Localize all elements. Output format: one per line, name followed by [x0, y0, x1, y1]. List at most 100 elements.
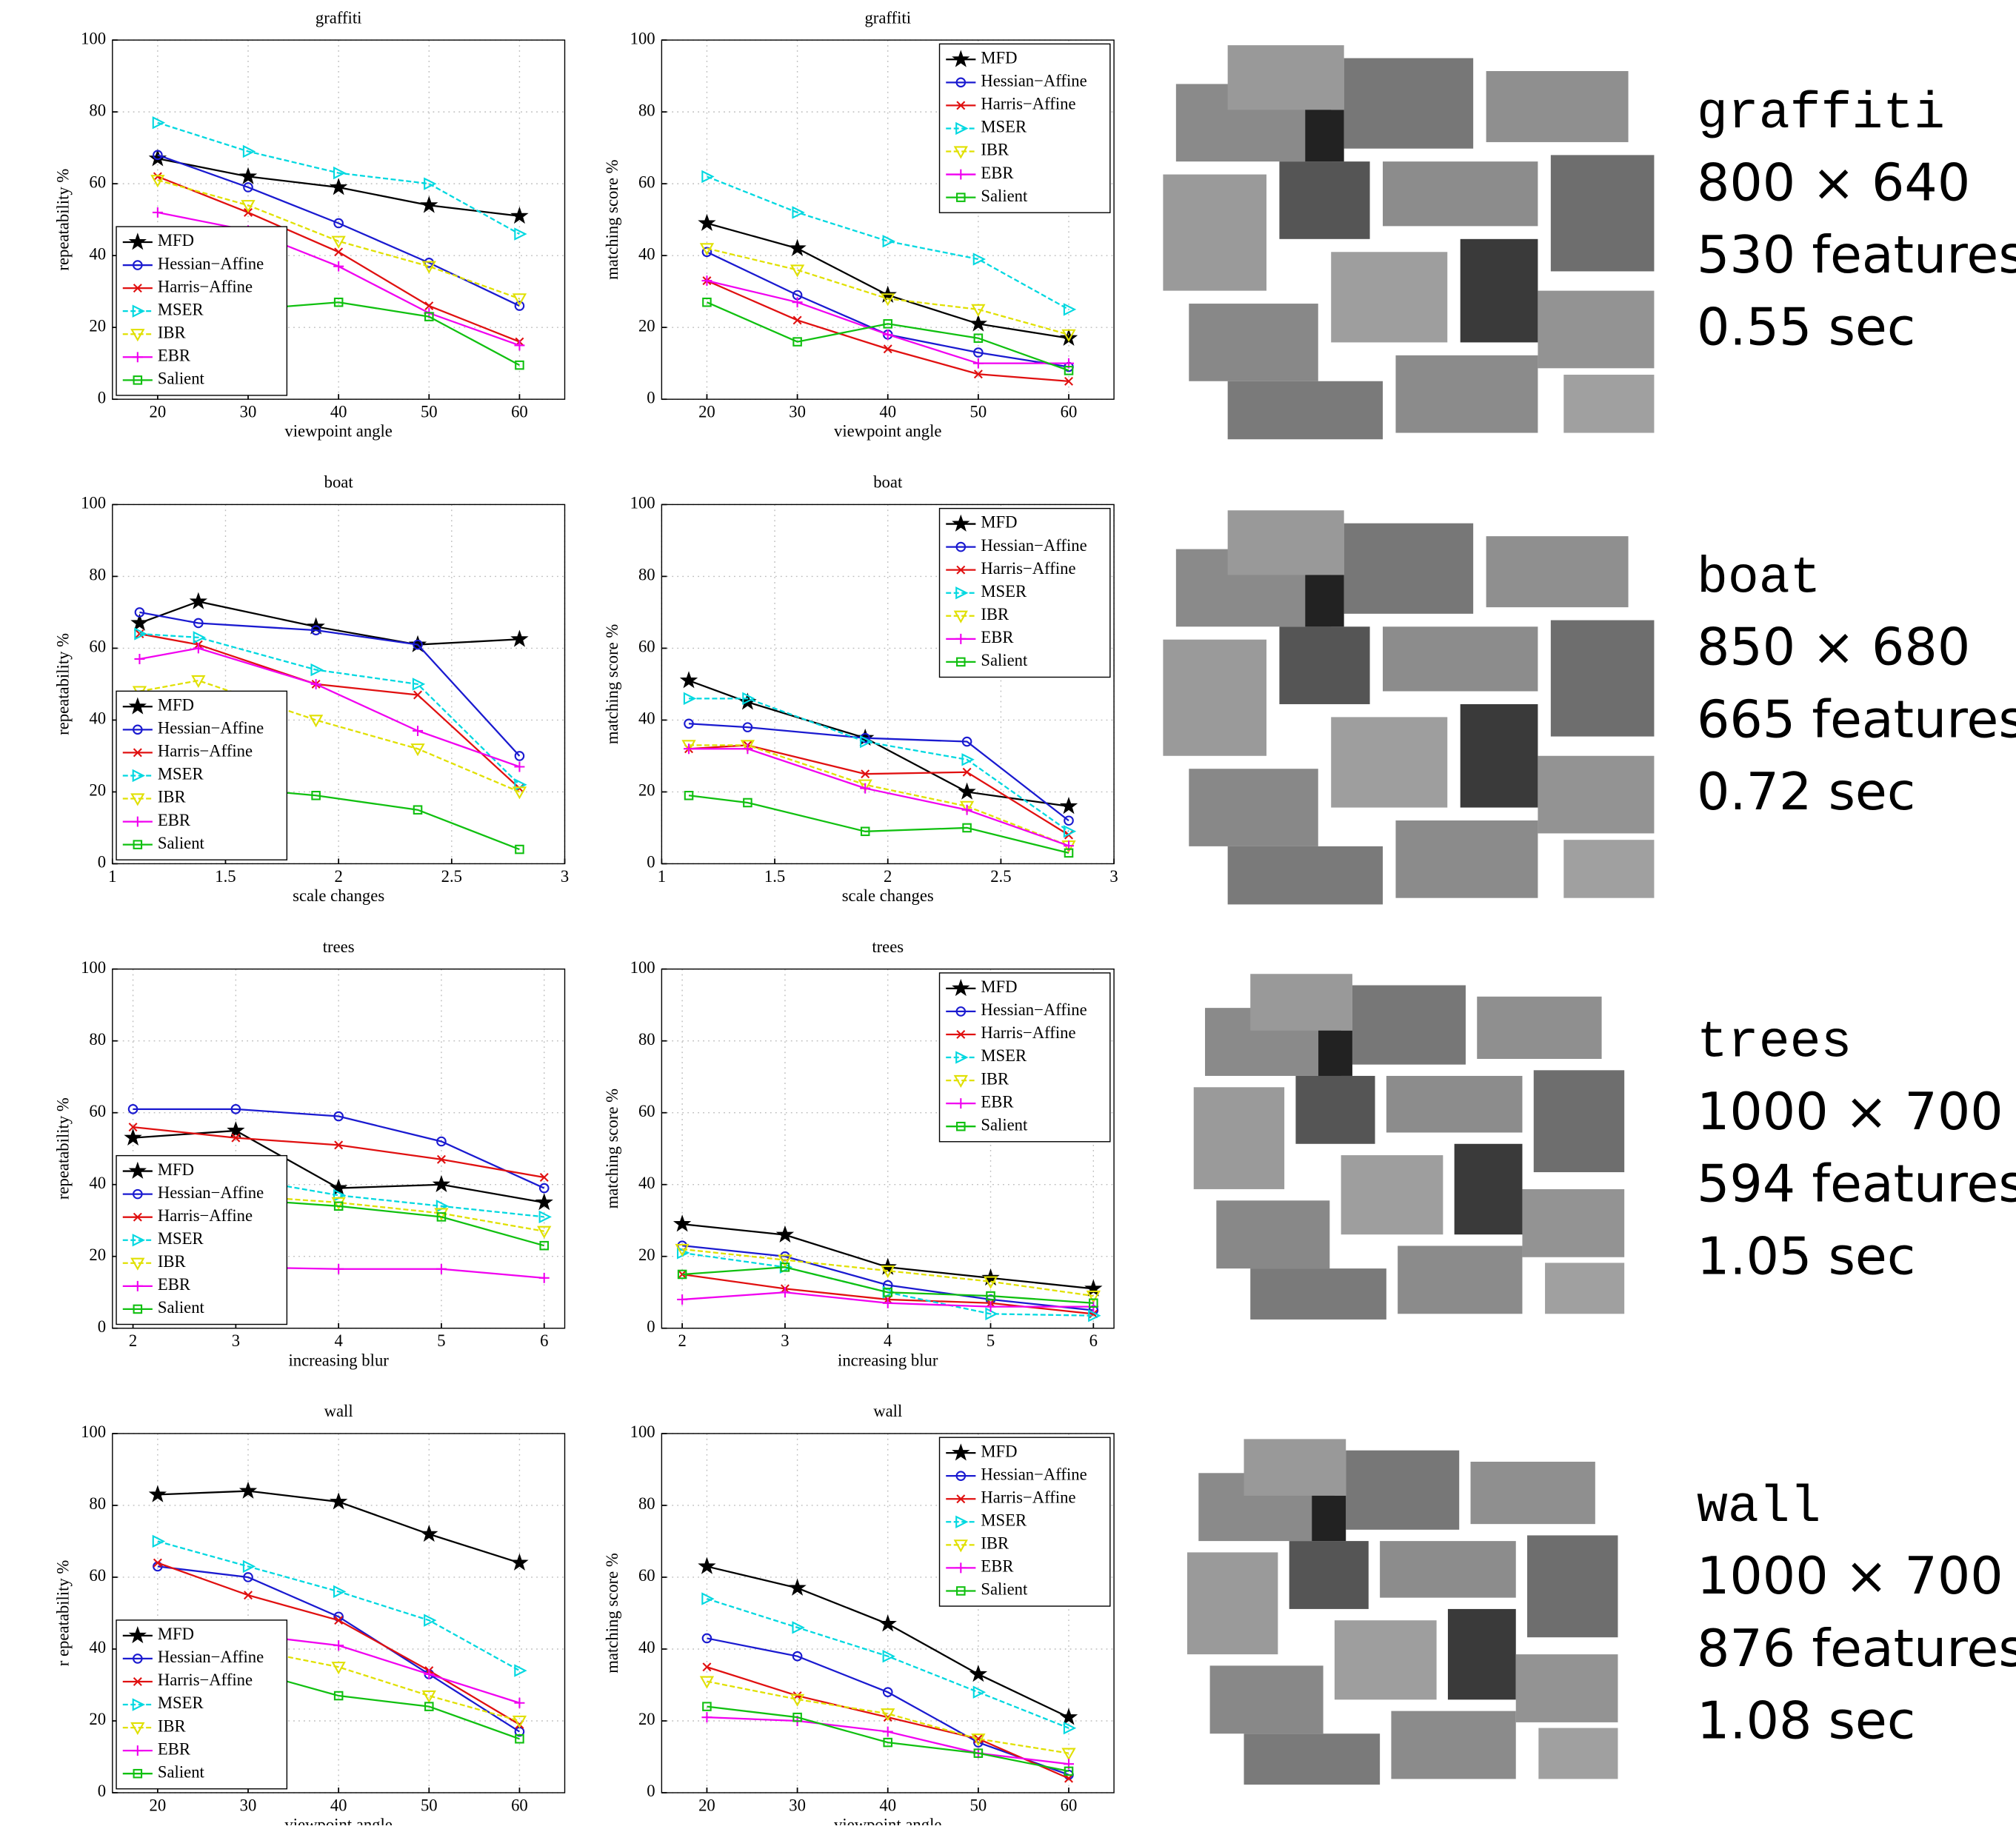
- x-tick-label: 20: [698, 1796, 715, 1814]
- data-point: [972, 1667, 985, 1679]
- data-point: [126, 1131, 139, 1143]
- y-tick-label: 100: [81, 958, 106, 977]
- x-tick-label: 2: [334, 867, 342, 886]
- y-tick-label: 60: [89, 638, 106, 656]
- data-point: [514, 340, 524, 350]
- legend-label: MSER: [158, 1693, 204, 1712]
- page: {"chart_data": [ {"type": "line", "title…: [0, 0, 2016, 1829]
- feature-image: [1163, 510, 1654, 904]
- chart-title: graffiti: [316, 8, 362, 27]
- x-tick-label: 60: [1061, 403, 1078, 421]
- data-point: [539, 1273, 550, 1283]
- panel-features: 876 features: [1697, 1619, 2016, 1679]
- data-point: [335, 248, 342, 255]
- y-tick-label: 40: [89, 244, 106, 263]
- legend-label: Hessian−Affine: [158, 1183, 264, 1202]
- x-tick-label: 3: [1109, 867, 1118, 886]
- data-point: [677, 1294, 687, 1305]
- legend-label: Harris−Affine: [158, 742, 253, 760]
- y-tick-label: 0: [647, 1317, 655, 1336]
- x-axis-label: viewpoint angle: [284, 1816, 392, 1825]
- data-point: [1064, 1723, 1075, 1733]
- data-point: [515, 1665, 525, 1676]
- x-axis-label: viewpoint angle: [284, 422, 392, 441]
- data-point: [515, 229, 525, 239]
- panel-size: 1000 × 700: [1697, 1082, 2003, 1142]
- x-tick-label: 30: [240, 1796, 257, 1814]
- x-tick-label: 2: [678, 1331, 686, 1350]
- chart-title: boat: [873, 473, 903, 492]
- legend-label: Harris−Affine: [981, 1023, 1075, 1042]
- legend-label: MFD: [158, 231, 194, 250]
- x-tick-label: 50: [421, 1796, 438, 1814]
- y-tick-label: 80: [638, 101, 655, 119]
- data-point: [1063, 1749, 1075, 1759]
- y-axis-label: matching score %: [603, 1553, 621, 1673]
- legend-label: Harris−Affine: [981, 1488, 1075, 1506]
- data-point: [514, 762, 524, 772]
- x-tick-label: 5: [987, 1331, 995, 1350]
- legend-label: MSER: [981, 582, 1027, 601]
- panel-name: graffiti: [1697, 84, 1945, 143]
- legend-label: Hessian−Affine: [158, 719, 264, 738]
- legend-label: MSER: [981, 118, 1027, 136]
- panel-time: 0.72 sec: [1697, 762, 1915, 822]
- y-tick-label: 60: [89, 1566, 106, 1585]
- x-tick-label: 40: [330, 1796, 347, 1814]
- chart-title: wall: [324, 1402, 353, 1420]
- data-point: [792, 297, 803, 307]
- panel-features: 665 features: [1697, 689, 2016, 749]
- y-tick-label: 80: [638, 566, 655, 584]
- data-point: [133, 616, 146, 629]
- y-tick-label: 40: [89, 1638, 106, 1656]
- y-tick-label: 20: [638, 1245, 655, 1264]
- y-tick-label: 0: [647, 388, 655, 407]
- y-tick-label: 0: [647, 1782, 655, 1800]
- y-tick-label: 100: [81, 494, 106, 512]
- x-tick-label: 20: [150, 1796, 167, 1814]
- data-point: [513, 209, 526, 221]
- data-point: [682, 673, 695, 686]
- y-tick-label: 80: [638, 1494, 655, 1513]
- panel-name: wall: [1697, 1478, 1821, 1537]
- y-axis-label: matching score %: [603, 159, 621, 280]
- legend-label: Hessian−Affine: [981, 72, 1087, 90]
- x-tick-label: 40: [879, 1796, 896, 1814]
- y-tick-label: 20: [89, 1245, 106, 1264]
- legend-label: MSER: [158, 765, 204, 783]
- legend-label: EBR: [981, 628, 1014, 646]
- chart-title: wall: [873, 1402, 902, 1420]
- x-tick-label: 30: [789, 1796, 806, 1814]
- y-tick-label: 20: [89, 781, 106, 800]
- x-axis-label: scale changes: [293, 886, 384, 905]
- y-tick-label: 60: [89, 173, 106, 191]
- data-point: [881, 1616, 895, 1629]
- y-axis-label: matching score %: [603, 1089, 621, 1209]
- legend-label: Hessian−Affine: [158, 254, 264, 272]
- legend-label: EBR: [158, 811, 191, 829]
- data-point: [424, 1669, 434, 1679]
- data-point: [332, 1495, 345, 1508]
- data-point: [333, 1264, 344, 1274]
- series-line: [707, 1717, 1069, 1764]
- legend-label: Salient: [981, 1580, 1028, 1599]
- chart-title: trees: [872, 937, 904, 956]
- legend-label: IBR: [158, 323, 187, 341]
- panel-time: 1.05 sec: [1697, 1226, 1915, 1286]
- y-tick-label: 60: [638, 1102, 655, 1120]
- x-tick-label: 40: [330, 403, 347, 421]
- legend-label: EBR: [981, 1092, 1014, 1111]
- x-tick-label: 6: [540, 1331, 548, 1350]
- panel-size: 1000 × 700: [1697, 1546, 2003, 1606]
- legend-label: Salient: [981, 1115, 1028, 1134]
- data-point: [883, 330, 893, 340]
- data-point: [514, 1698, 524, 1708]
- x-tick-label: 20: [698, 403, 715, 421]
- y-tick-label: 100: [630, 1422, 655, 1441]
- y-axis-label: matching score %: [603, 624, 621, 745]
- legend-label: Salient: [158, 1762, 205, 1781]
- y-axis-label: repeatability %: [53, 633, 72, 735]
- panel-size: 850 × 680: [1697, 618, 1970, 678]
- legend-label: MFD: [981, 513, 1017, 532]
- y-tick-label: 80: [638, 1030, 655, 1049]
